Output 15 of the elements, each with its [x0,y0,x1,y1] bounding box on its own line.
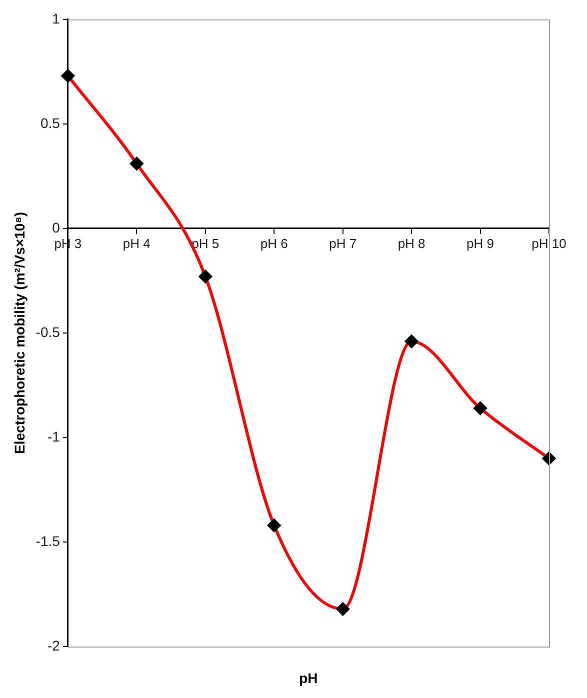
y-tick-label: 1 [52,10,60,26]
x-axis-title: pH [299,670,318,686]
y-tick-label: 0 [52,219,60,236]
x-tick-label: pH 8 [398,236,426,251]
y-tick-label: 0.5 [40,114,60,131]
y-axis-title: Electrophoretic mobility (m²/Vs×10⁸) [11,212,28,454]
x-tick-label: pH 6 [260,236,288,251]
x-tick-label: pH 4 [122,236,150,251]
x-tick-label: pH 7 [329,236,357,251]
x-tick-label: pH 9 [466,236,494,251]
x-tick-label: pH 10 [532,236,566,251]
y-tick-label: -0.5 [36,324,60,340]
y-tick-label: -1.5 [36,532,60,549]
y-tick-label: -1 [47,428,60,444]
y-tick-label: -2 [47,637,60,654]
